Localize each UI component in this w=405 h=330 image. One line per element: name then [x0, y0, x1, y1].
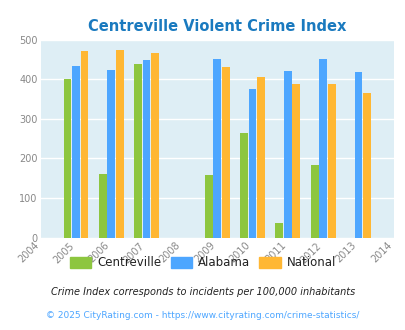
Bar — [205, 176, 212, 238]
Bar — [256, 77, 264, 238]
Bar — [72, 66, 80, 238]
Text: Crime Index corresponds to incidents per 100,000 inhabitants: Crime Index corresponds to incidents per… — [51, 287, 354, 297]
Bar — [80, 51, 88, 238]
Bar — [327, 84, 335, 238]
Bar — [310, 165, 318, 238]
Bar — [151, 53, 158, 238]
Legend: Centreville, Alabama, National: Centreville, Alabama, National — [65, 252, 340, 274]
Bar — [354, 72, 362, 238]
Bar — [240, 133, 247, 238]
Bar — [362, 93, 370, 238]
Bar — [115, 50, 123, 238]
Title: Centreville Violent Crime Index: Centreville Violent Crime Index — [88, 19, 345, 34]
Text: © 2025 CityRating.com - https://www.cityrating.com/crime-statistics/: © 2025 CityRating.com - https://www.city… — [46, 311, 359, 320]
Bar — [213, 59, 221, 238]
Bar — [275, 222, 283, 238]
Bar — [318, 59, 326, 238]
Bar — [107, 70, 115, 238]
Bar — [142, 60, 150, 238]
Bar — [99, 174, 107, 238]
Bar — [292, 84, 299, 238]
Bar — [64, 79, 71, 238]
Bar — [248, 89, 256, 238]
Bar — [221, 67, 229, 238]
Bar — [134, 64, 142, 238]
Bar — [283, 71, 291, 238]
